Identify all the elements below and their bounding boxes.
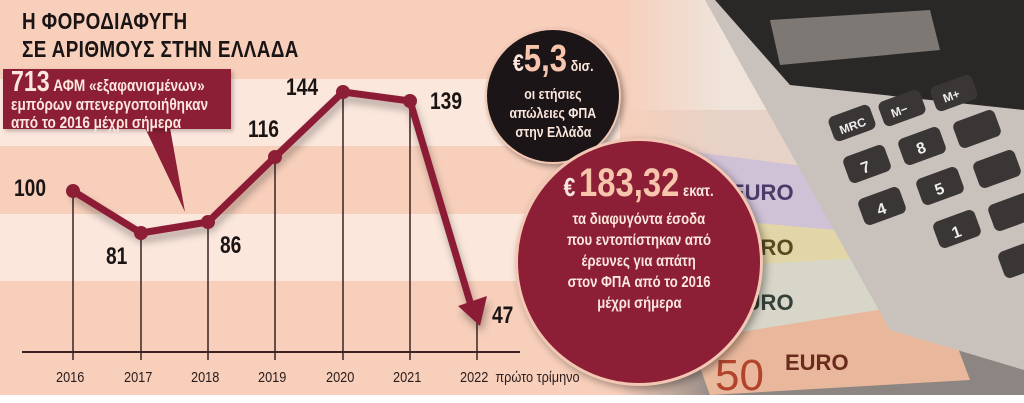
stat-line-5: μέχρι σήμερα [596,295,682,312]
line-chart [22,85,520,360]
stat-line-2: που εντοπίστηκαν από [566,232,712,249]
x-tick-2022: 2022 πρώτο τρίμηνο [460,369,580,386]
value-label-2016: 100 [14,175,47,202]
stat-line-1: οι ετήσιες [524,86,582,103]
x-tick-2017: 2017 [124,369,153,386]
stat-amount: 5,3 [523,38,567,80]
drop-lines [72,92,478,360]
x-tick-2020: 2020 [326,369,355,386]
euro-icon: € [563,172,576,202]
page-title: Η ΦΟΡΟΔΙΑΦΥΓΗ ΣΕ ΑΡΙΘΜΟΥΣ ΣΤΗΝ ΕΛΛΑΔΑ [22,7,299,63]
callout-line-3: από το 2016 μέχρι σήμερα [11,113,182,132]
callout-pointer [145,128,185,212]
x-tick-2019: 2019 [258,369,287,386]
callout-number: 713 [11,66,50,98]
callout-box: 713 ΑΦΜ «εξαφανισμένων» εμπόρων απενεργο… [3,66,231,132]
stat-circle-evaded-revenue: € 183,32 εκατ. τα διαφυγόντα έσοδα που ε… [515,138,763,386]
x-tick-2021: 2021 [393,369,422,386]
stat-circle-vat-losses: €5,3 δισ. οι ετήσιες απώλειες ΦΠΑ στην Ε… [485,28,621,164]
x-tick-2022-year: 2022 [460,369,489,386]
value-label-2020: 144 [286,74,319,101]
value-label-2019: 116 [248,116,279,143]
euro-icon: € [512,50,524,77]
data-points [66,85,417,240]
stat-amount-line: € 183,32 εκατ. [518,161,760,206]
stat-line-3: στην Ελλάδα [514,124,592,141]
stat-line-3: έρευνες για απάτη [581,253,697,270]
value-label-2017: 81 [106,243,128,270]
stat-line-4: στον ΦΠΑ από το 2016 [567,274,711,291]
x-tick-2018: 2018 [191,369,220,386]
callout-line-2: εμπόρων απενεργοποιήθηκαν [11,95,209,114]
value-label-2021: 139 [430,88,463,115]
title-line-1: Η ΦΟΡΟΔΙΑΦΥΓΗ [22,8,188,34]
arrow-head-icon [458,296,487,326]
stat-line-2: απώλειες ΦΠΑ [509,105,597,122]
stat-line-1: τα διαφυγόντα έσοδα [572,211,706,228]
x-tick-2016: 2016 [56,369,85,386]
callout-text: ΑΦΜ «εξαφανισμένων» [53,76,205,95]
title-line-2: ΣΕ ΑΡΙΘΜΟΥΣ ΣΤΗΝ ΕΛΛΑΔΑ [22,36,299,62]
stat-amount: 183,32 [579,161,680,205]
stat-amount-line: €5,3 δισ. [487,38,619,81]
stat-unit: δισ. [570,58,594,75]
x-tick-2022-note: πρώτο τρίμηνο [495,369,580,386]
stat-unit: εκατ. [683,183,715,200]
callout-line-1: 713 ΑΦΜ «εξαφανισμένων» [11,66,205,99]
value-label-2018: 86 [220,232,242,259]
value-label-2022: 47 [492,302,514,329]
